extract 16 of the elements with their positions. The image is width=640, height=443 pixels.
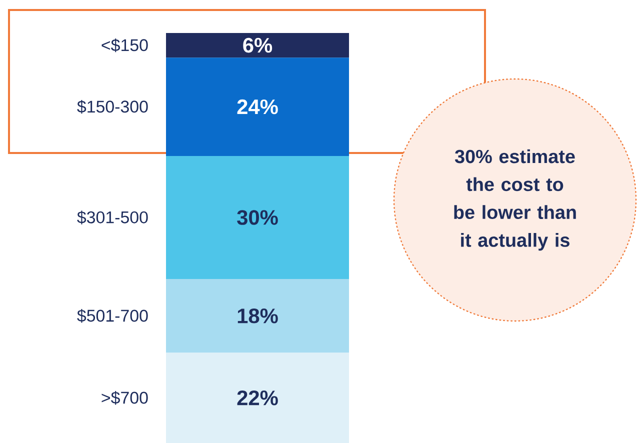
bar <box>166 278 350 353</box>
data-label: 6% <box>243 38 272 53</box>
text: 30% estimate the cost to be lower than it actually is <box>454 149 576 251</box>
series-label: $501-700 <box>77 309 148 323</box>
bar <box>166 32 350 58</box>
data-label: 22% <box>237 390 278 406</box>
series-label: >$700 <box>102 391 148 405</box>
data-label: 18% <box>238 308 278 324</box>
bar <box>166 156 350 279</box>
data-label: 24% <box>237 99 278 114</box>
data-label: 30% <box>237 210 278 225</box>
series-label: $150-300 <box>77 100 148 114</box>
bar <box>166 352 350 443</box>
series-label: <$150 <box>102 38 148 52</box>
series-label: $301-500 <box>77 210 148 224</box>
bar <box>166 58 350 156</box>
